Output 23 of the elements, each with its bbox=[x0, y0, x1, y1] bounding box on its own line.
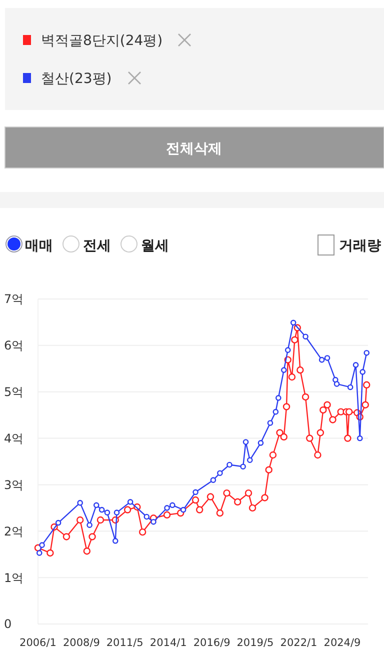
x-tick-label: 2016/9 bbox=[193, 637, 230, 649]
y-tick-label: 6억 bbox=[4, 338, 24, 353]
x-tick-label: 2011/5 bbox=[106, 637, 144, 649]
text: 거래량 bbox=[339, 238, 381, 254]
text: 매매 bbox=[25, 238, 53, 254]
x-tick-label: 2006/1 bbox=[20, 637, 56, 649]
y-tick-label: 5억 bbox=[4, 385, 24, 400]
x-tick-label: 2022/1 bbox=[280, 637, 318, 649]
y-tick-label: 4억 bbox=[4, 431, 24, 446]
text: 월세 bbox=[141, 238, 169, 254]
y-tick-label: 0 bbox=[4, 617, 12, 632]
x-tick-label: 2014/1 bbox=[150, 637, 187, 649]
text: 전세 bbox=[83, 238, 111, 254]
y-tick-label: 2억 bbox=[4, 524, 24, 538]
x-tick-label: 2019/5 bbox=[236, 637, 274, 649]
text: 전체삭제 bbox=[166, 141, 222, 157]
y-tick-label: 1억 bbox=[4, 570, 24, 585]
legend-label: 철산(23평) bbox=[41, 71, 112, 87]
y-tick-label: 3억 bbox=[4, 478, 24, 492]
legend-label: 벽적골8단지(24평) bbox=[41, 33, 163, 49]
x-tick-label: 2008/9 bbox=[62, 637, 100, 649]
x-tick-label: 2024/9 bbox=[324, 637, 361, 649]
y-tick-label: 7억 bbox=[4, 292, 24, 306]
